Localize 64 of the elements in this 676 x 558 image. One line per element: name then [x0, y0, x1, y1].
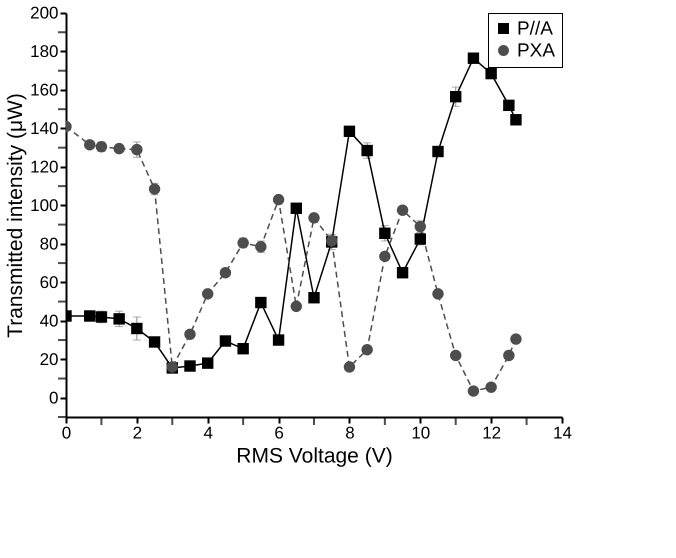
point: [184, 328, 196, 340]
point: [503, 100, 515, 112]
point: [84, 139, 96, 150]
point: [220, 335, 232, 347]
point: [113, 142, 125, 154]
y-tick-label: 0: [49, 388, 58, 408]
point: [290, 300, 302, 312]
point: [131, 322, 143, 334]
y-tick-label: 20: [40, 350, 58, 369]
point: [432, 288, 444, 300]
y-tick-label: 80: [40, 234, 58, 254]
y-tick-label: 180: [30, 42, 58, 61]
point: [379, 228, 391, 239]
point: [255, 296, 267, 308]
point: [510, 333, 522, 345]
point: [485, 381, 497, 393]
x-tick-label: 12: [482, 424, 502, 442]
point: [432, 146, 444, 158]
x-tick-label: 8: [345, 424, 355, 442]
point: [184, 360, 196, 372]
point: [290, 202, 302, 214]
point: [202, 288, 214, 300]
point: [396, 267, 408, 278]
point: [131, 144, 143, 156]
x-tick-label: 2: [132, 424, 142, 442]
point: [344, 361, 356, 373]
point: [272, 194, 284, 206]
x-tick-label: 0: [62, 424, 72, 442]
point: [468, 385, 480, 397]
x-tick-label: 10: [411, 424, 430, 442]
y-tick-label: 200: [30, 4, 58, 22]
point: [361, 344, 373, 356]
point: [450, 90, 462, 102]
point: [202, 357, 214, 369]
y-tick-label: 120: [30, 157, 58, 176]
x-tick-label: 6: [274, 424, 284, 442]
point: [396, 204, 408, 216]
legend-label: PXA: [517, 40, 556, 62]
point: [468, 52, 480, 64]
x-axis-title: RMS Voltage (V): [236, 444, 393, 468]
point: [308, 212, 320, 224]
point: [379, 250, 391, 262]
y-tick-label: 140: [30, 118, 58, 138]
x-tick-label: 14: [553, 424, 572, 442]
point: [308, 292, 320, 304]
x-tick-label: 4: [203, 424, 213, 442]
y-axis-title: Transmitted intensity (μW): [4, 93, 28, 338]
point: [237, 343, 249, 354]
point: [503, 350, 515, 362]
point: [485, 68, 497, 80]
point: [361, 144, 373, 156]
point: [272, 334, 284, 346]
y-tick-label: 40: [40, 311, 58, 330]
point: [220, 267, 232, 278]
y-tick-label: 100: [30, 196, 58, 215]
point: [84, 310, 96, 322]
legend-label: P//A: [517, 18, 554, 40]
point: [510, 114, 522, 126]
point: [113, 313, 125, 325]
point: [148, 336, 160, 348]
point: [450, 350, 462, 362]
point: [344, 126, 356, 138]
y-tick-label: 60: [40, 272, 58, 292]
y-tick-label: 160: [30, 80, 58, 100]
